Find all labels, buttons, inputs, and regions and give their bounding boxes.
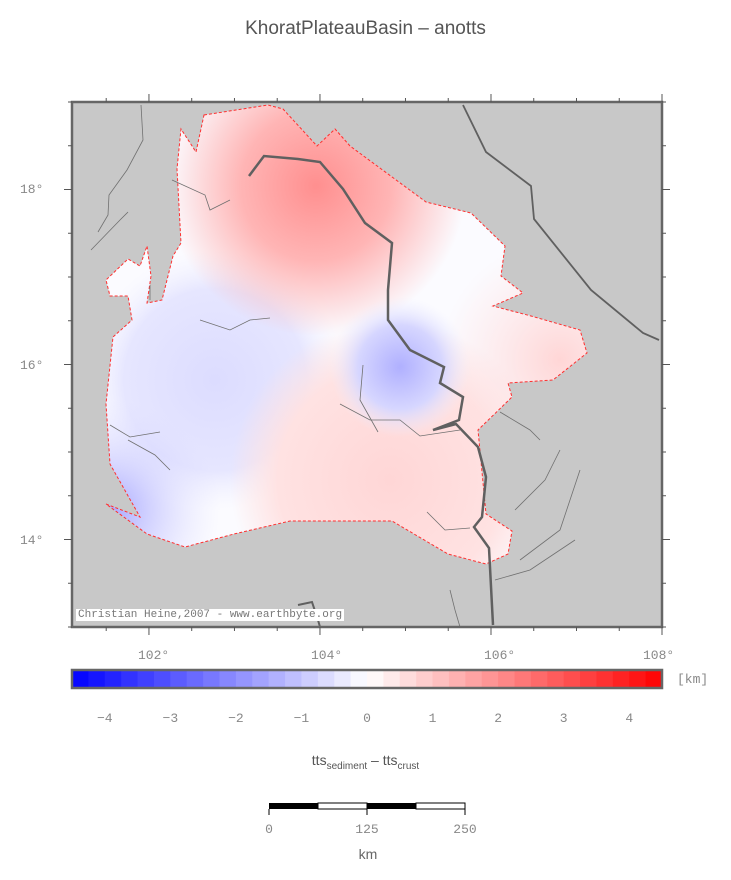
lon-tick-label: 104° (311, 648, 343, 663)
label-part: tts (311, 752, 327, 768)
colorbar-tick-label: 4 (625, 711, 634, 726)
colorbar-bin (104, 670, 122, 688)
colorbar-bin (580, 670, 597, 688)
colorbar-frame (70, 668, 664, 690)
scalebar-segment (367, 803, 416, 809)
colorbar-bin (121, 670, 139, 688)
mekong-river (248, 154, 495, 626)
colorbar-bin (596, 670, 614, 688)
colorbar-bin (301, 670, 319, 688)
colorbar-bin (252, 670, 270, 688)
colorbar-bin (350, 670, 368, 688)
colorbar-bin (399, 670, 417, 688)
colorbar-bin (530, 670, 548, 688)
lon-tick-label: 106° (484, 648, 516, 663)
colorbar-tick-label: −3 (162, 711, 179, 726)
colorbar-bin (448, 670, 466, 688)
colorbar-bin (432, 670, 450, 688)
colorbar-unit: [km] (677, 672, 709, 687)
colorbar-bin (235, 670, 253, 688)
credit-text: Christian Heine,2007 - www.earthbyte.org (76, 609, 345, 621)
colorbar-tick-label: −1 (293, 711, 310, 726)
colorbar-tick-label: 1 (428, 711, 437, 726)
colorbar-bin (219, 670, 237, 688)
label-part: tts (382, 752, 398, 768)
colorbar-bin (629, 670, 647, 688)
colorbar-bin (88, 670, 106, 688)
colorbar-bin (137, 670, 155, 688)
colorbar-bin (465, 670, 483, 688)
scalebar (268, 802, 466, 815)
colorbar-title: ttssediment – ttscrust (0, 752, 731, 772)
label-part: – (367, 752, 383, 768)
scalebar-tick-label: 125 (355, 822, 379, 837)
colorbar-bin (186, 670, 204, 688)
colorbar-bin (645, 670, 663, 688)
colorbar-tick-label: −4 (96, 711, 113, 726)
colorbar-bin (481, 670, 499, 688)
colorbar-bin (203, 670, 220, 688)
lon-tick-label: 102° (138, 648, 170, 663)
basin-outline (105, 104, 588, 565)
colorbar-bin (498, 670, 515, 688)
colorbar-bin (317, 670, 335, 688)
map-ticks (64, 94, 670, 635)
colorbar-tick-label: 2 (494, 711, 503, 726)
scalebar-tick-label: 0 (265, 822, 273, 837)
colorbar-bin (547, 670, 565, 688)
colorbar-bin (285, 670, 302, 688)
colorbar-bin (367, 670, 384, 688)
lat-tick-label: 16° (20, 358, 44, 373)
colorbar-bin (416, 670, 434, 688)
coastline (462, 104, 660, 341)
rivers (90, 104, 581, 628)
colorbar-bin (72, 670, 89, 688)
colorbar-bin (153, 670, 171, 688)
lat-tick-label: 18° (20, 182, 44, 197)
colorbar-bin (170, 670, 188, 688)
colorbar (72, 670, 663, 688)
label-sub: crust (397, 760, 420, 772)
scalebar-segment (415, 802, 466, 810)
scalebar-tick-label: 250 (453, 822, 477, 837)
scalebar-unit: km (358, 846, 378, 862)
colorbar-bin (612, 670, 630, 688)
scalebar-segment (317, 802, 368, 810)
label-sub: sediment (326, 760, 368, 772)
colorbar-bin (514, 670, 532, 688)
colorbar-tick-label: −2 (228, 711, 244, 726)
lon-tick-label: 108° (643, 648, 675, 663)
colorbar-tick-label: 3 (559, 711, 568, 726)
lat-tick-label: 14° (20, 533, 44, 548)
colorbar-bin (334, 670, 352, 688)
colorbar-bin (383, 670, 401, 688)
map-title: KhoratPlateauBasin – anotts (245, 18, 486, 39)
scalebar-segment (269, 803, 318, 809)
colorbar-tick-label: 0 (363, 711, 371, 726)
colorbar-bin (268, 670, 286, 688)
colorbar-bin (563, 670, 581, 688)
